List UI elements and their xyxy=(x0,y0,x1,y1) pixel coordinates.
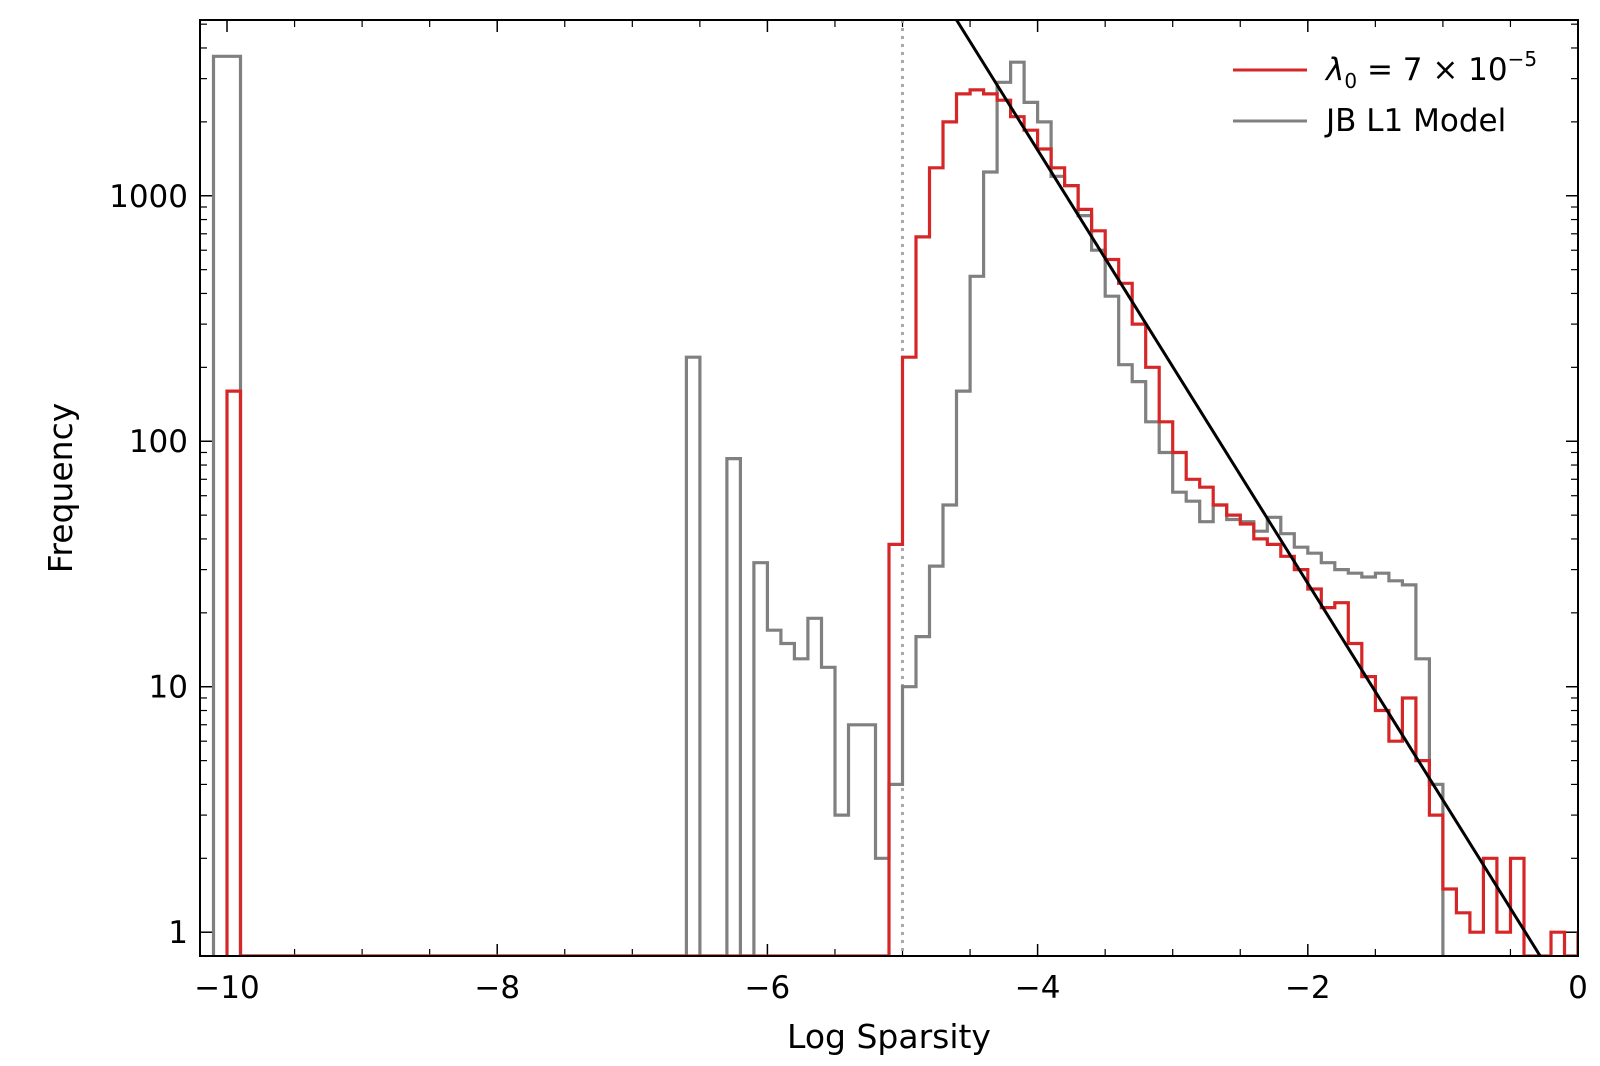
x-tick-label: −4 xyxy=(1015,970,1061,1006)
plot-frame xyxy=(199,19,1579,957)
x-tick-label: 0 xyxy=(1568,970,1588,1006)
legend-label-gray: JB L1 Model xyxy=(1324,103,1506,139)
legend: λ0 = 7 × 10−5 JB L1 Model xyxy=(1233,47,1537,139)
fit-line-mark xyxy=(955,20,1542,956)
x-tick-labels: −10 −8 −6 −4 −2 0 xyxy=(194,970,1588,1006)
x-tick-label: −8 xyxy=(474,970,520,1006)
series-layer xyxy=(211,54,1578,956)
y-axis-title: Frequency xyxy=(41,403,80,573)
y-tick-labels: 1 10 100 1000 xyxy=(109,179,188,951)
y-tick-label: 1 xyxy=(168,915,188,951)
x-tick-label: −10 xyxy=(194,970,259,1006)
x-tick-label: −2 xyxy=(1285,970,1331,1006)
series-red-histogram xyxy=(225,88,1578,956)
y-tick-label: 10 xyxy=(149,670,188,706)
x-axis-title: Log Sparsity xyxy=(787,1017,991,1056)
x-tick-label: −6 xyxy=(745,970,791,1006)
y-tick-label: 1000 xyxy=(109,179,188,215)
y-tick-label: 100 xyxy=(129,424,188,460)
legend-label-red: λ0 = 7 × 10−5 xyxy=(1324,47,1537,93)
fit-line xyxy=(955,20,1542,956)
